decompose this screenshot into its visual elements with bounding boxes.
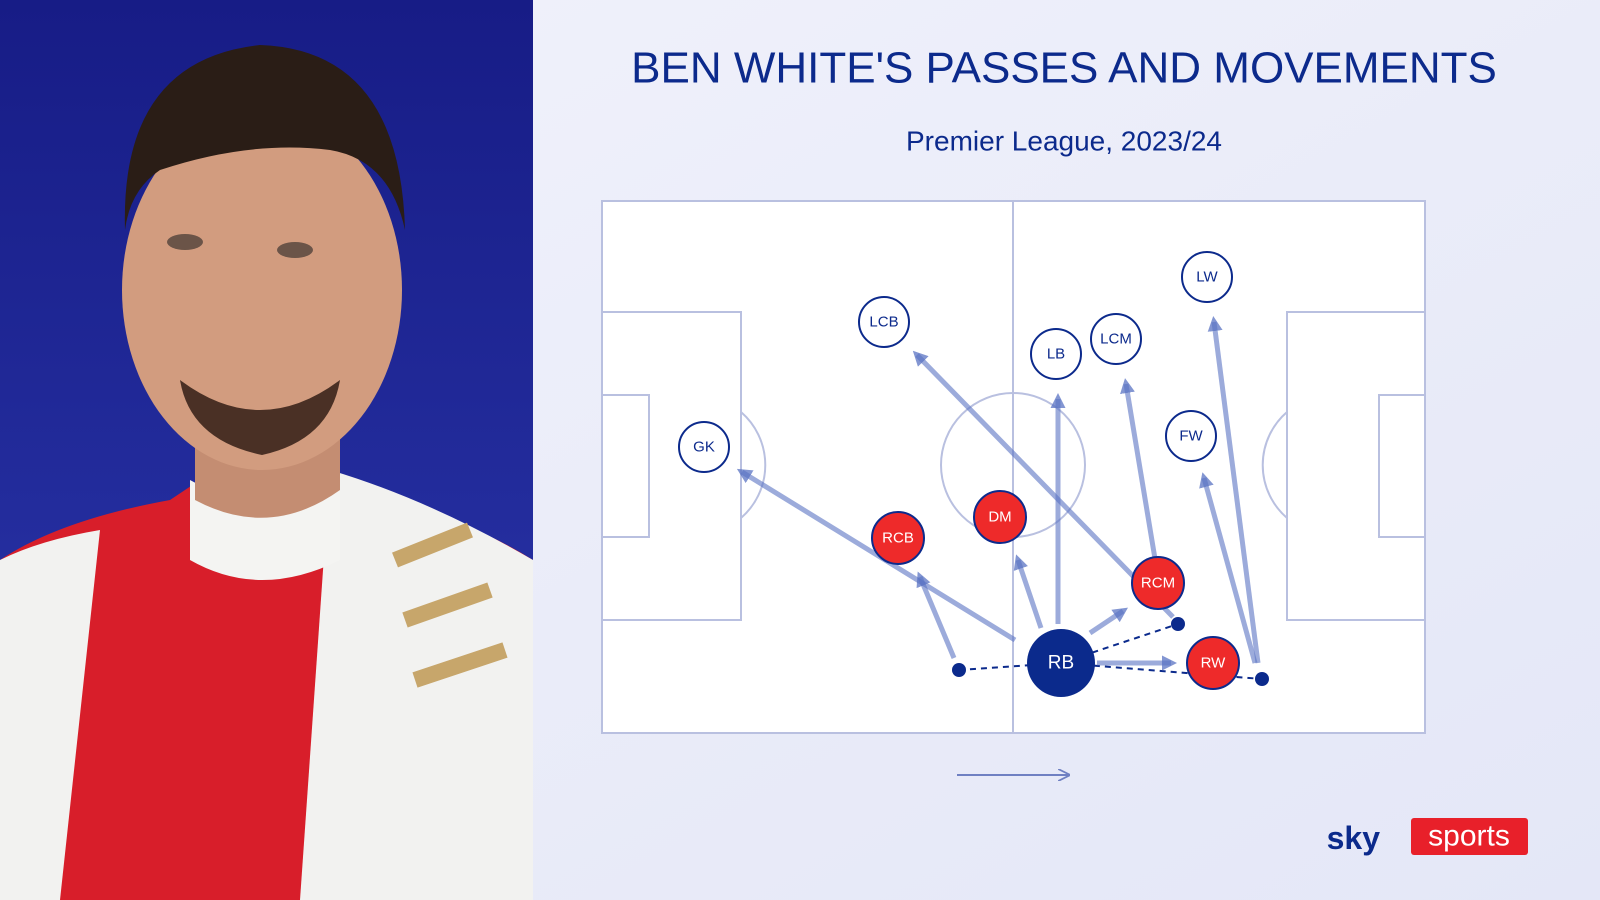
player-nodes: GK LCB LB LCM LW FW DM RCB RCM RW RB (678, 251, 1240, 697)
node-label: LCM (1100, 331, 1132, 348)
node: GK (678, 421, 730, 473)
node-label: RW (1201, 655, 1227, 672)
node-label: LW (1196, 269, 1218, 286)
node: LB (1030, 328, 1082, 380)
player-photo (0, 0, 533, 900)
node-label: LB (1047, 346, 1065, 363)
logo-product: sports (1428, 820, 1510, 853)
logo: sky sports (1327, 818, 1528, 856)
logo-brand: sky (1327, 820, 1381, 856)
node: RW (1186, 636, 1240, 690)
node-label: RCB (882, 530, 914, 547)
node: LCB (858, 296, 910, 348)
pitch (601, 200, 1426, 734)
subtitle: Premier League, 2023/24 (906, 126, 1222, 157)
node: DM (973, 490, 1027, 544)
node-label: LCB (869, 314, 898, 331)
node-label: RCM (1141, 575, 1175, 592)
start-points (952, 617, 1269, 686)
node: RCM (1131, 556, 1185, 610)
node-label: GK (693, 439, 715, 456)
node: LCM (1090, 313, 1142, 365)
node-label: RB (1048, 653, 1074, 674)
node: RB (1027, 629, 1095, 697)
node-label: FW (1179, 428, 1203, 445)
node-label: DM (988, 509, 1011, 526)
title: BEN WHITE'S PASSES AND MOVEMENTS (631, 44, 1497, 93)
node: LW (1181, 251, 1233, 303)
node: RCB (871, 511, 925, 565)
node: FW (1165, 410, 1217, 462)
